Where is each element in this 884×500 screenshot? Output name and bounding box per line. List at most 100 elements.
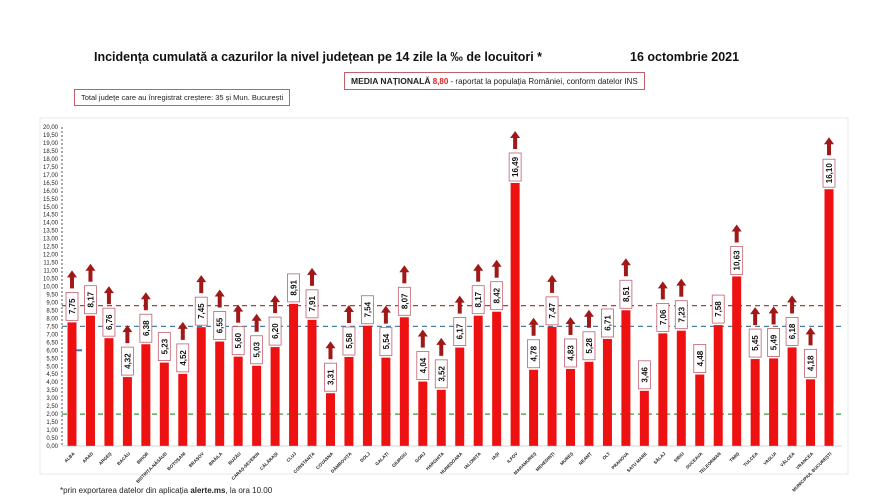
data-label-box (693, 344, 707, 373)
x-tick-label: DOLJ (359, 451, 371, 463)
data-label-box (434, 359, 448, 389)
bar (566, 368, 576, 446)
increase-arrow-shaft (808, 333, 813, 346)
data-label: 7,58 (711, 294, 725, 324)
x-tick-label: SĂLAJ (652, 450, 667, 465)
increase-arrow-icon (731, 224, 742, 232)
data-label: 6,17 (453, 317, 467, 346)
y-tick-label: 5,50 (46, 356, 58, 362)
y-tick-label: 11,50 (43, 261, 58, 267)
data-label-text: 8,91 (290, 280, 299, 296)
data-label-box (674, 300, 688, 330)
bar (252, 365, 262, 446)
y-tick-label: 14,00 (43, 221, 59, 227)
data-label-box (619, 279, 633, 309)
y-tick-label: 20,00 (43, 125, 59, 131)
data-label: 5,45 (748, 328, 762, 358)
data-label-text: 7,23 (677, 306, 686, 322)
bar (547, 326, 557, 446)
increase-arrow-icon (768, 306, 779, 314)
data-label-box (637, 360, 651, 390)
data-label-text: 6,55 (216, 317, 225, 333)
data-label-box (268, 316, 282, 346)
data-label-text: 4,32 (123, 353, 132, 369)
data-label: 7,45 (194, 296, 208, 326)
data-label-box (139, 313, 153, 343)
increase-arrow-icon (380, 305, 391, 313)
x-tick-label: SIBIU (673, 451, 685, 463)
x-tick-label: ALBA (63, 451, 76, 464)
data-label-box (822, 158, 836, 188)
data-label-text: 10,63 (733, 250, 742, 271)
x-tick-label: GIURGIU (391, 451, 408, 468)
data-label-text: 5,28 (585, 337, 594, 353)
data-label-text: 16,10 (825, 163, 834, 184)
data-label: 5,28 (582, 331, 596, 361)
increase-arrow-icon (528, 317, 539, 325)
x-tick-label: ARGEȘ (98, 451, 114, 467)
data-label-text: 7,54 (363, 301, 372, 317)
increase-arrow-icon (787, 295, 798, 303)
bar (381, 357, 391, 446)
increase-arrow-shaft (439, 343, 444, 356)
data-label: 4,83 (564, 338, 577, 368)
y-tick-label: 18,50 (43, 149, 59, 155)
increase-arrow-icon (824, 137, 834, 145)
increase-arrow-icon (399, 265, 410, 273)
x-tick-label: BRAȘOV (188, 451, 206, 469)
bar (325, 393, 335, 446)
data-label-text: 5,23 (160, 338, 169, 354)
data-label: 6,20 (268, 316, 282, 346)
total-increase-note: Total județe care au înregistrat creșter… (74, 89, 291, 106)
data-label: 6,71 (601, 308, 614, 338)
increase-arrow-shaft (494, 265, 499, 278)
data-label: 7,47 (545, 296, 559, 326)
footnote-source: alerte.ms (190, 486, 226, 495)
data-label: 4,48 (693, 344, 707, 373)
increase-arrow-shaft (660, 287, 665, 300)
increase-arrow-shaft (236, 310, 241, 323)
increase-arrow-shaft (402, 271, 407, 284)
x-tick-label: BACĂU (115, 450, 131, 466)
increase-arrow-shaft (273, 301, 278, 314)
data-label: 4,32 (120, 346, 134, 376)
bar (750, 359, 760, 446)
increase-arrow-shaft (143, 298, 148, 311)
bar (824, 189, 834, 446)
bar (436, 389, 446, 446)
increase-arrow-icon (270, 295, 281, 303)
increase-arrow-icon (491, 259, 502, 267)
bar (676, 330, 686, 446)
data-label-text: 5,49 (770, 334, 779, 350)
data-label-text: 4,04 (419, 357, 428, 373)
bar (602, 338, 612, 446)
data-label-text: 6,76 (105, 314, 114, 330)
y-tick-label: 15,00 (43, 205, 59, 211)
bar (85, 315, 95, 446)
increase-arrow-shaft (476, 269, 481, 282)
data-label: 6,76 (102, 307, 116, 337)
increase-arrow-icon (750, 307, 761, 315)
bar (122, 377, 132, 446)
bar (769, 358, 779, 446)
data-label: 3,31 (324, 362, 337, 392)
increase-arrow-shaft (106, 292, 111, 305)
bar (344, 356, 354, 446)
data-label-box (471, 285, 485, 315)
x-tick-label: VASLUI (762, 451, 777, 466)
increase-arrow-shaft (70, 276, 74, 289)
data-label-box (453, 317, 467, 346)
bar (695, 374, 705, 446)
bar (141, 344, 151, 446)
x-tick-label: BOTOȘANI (166, 451, 187, 472)
increase-arrow-shaft (679, 284, 684, 297)
y-tick-label: 1,50 (46, 420, 58, 426)
increase-arrow-shaft (346, 310, 351, 323)
data-label: 7,23 (674, 300, 688, 330)
y-tick-label: 0,00 (46, 444, 58, 450)
bar (362, 325, 372, 446)
bar (621, 310, 631, 446)
data-label-box (582, 331, 596, 361)
data-label-box (490, 281, 504, 311)
data-label-text: 4,48 (696, 350, 705, 366)
